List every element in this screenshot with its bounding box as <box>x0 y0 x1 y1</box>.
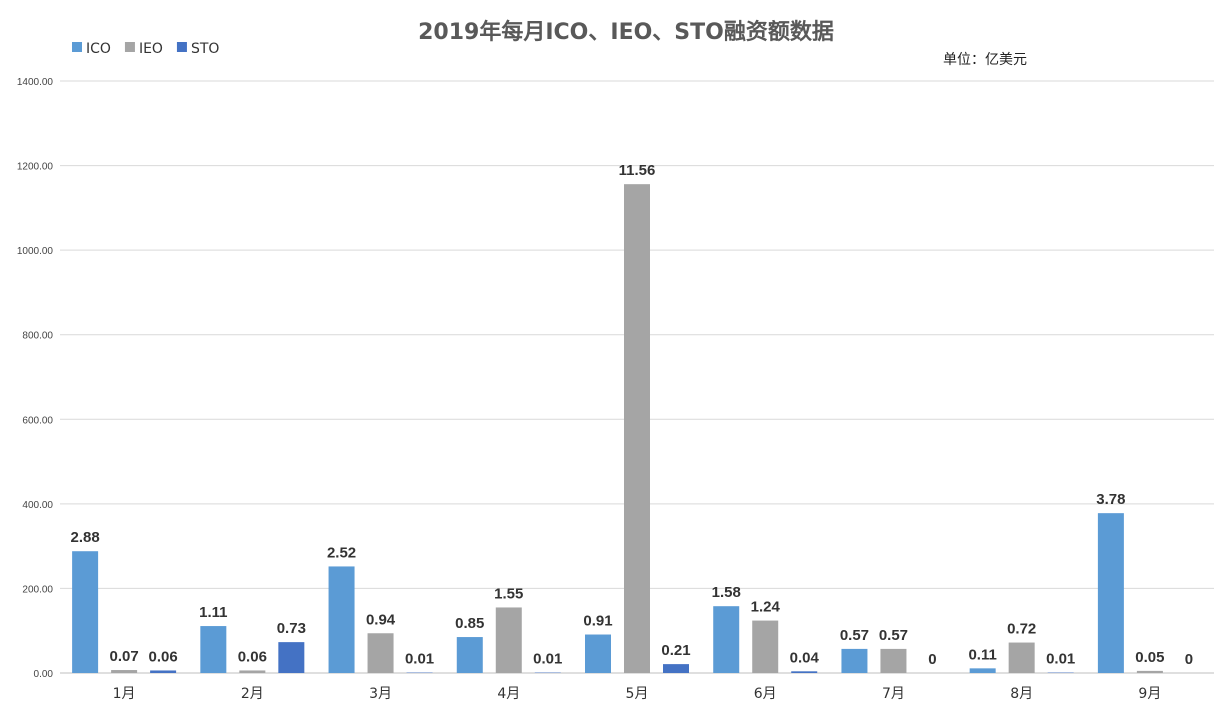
y-tick-label: 400.00 <box>22 500 53 511</box>
y-tick-label: 600.00 <box>22 415 53 426</box>
data-label: 0.85 <box>455 615 484 632</box>
data-label: 0.72 <box>1007 621 1036 638</box>
bar-ieo <box>495 607 522 673</box>
data-label: 2.52 <box>327 544 356 561</box>
x-tick-label: 4月 <box>497 686 520 702</box>
legend-label: ICO <box>86 41 111 57</box>
legend-swatch <box>176 42 187 52</box>
data-label: 0 <box>1185 651 1193 668</box>
bar-ieo <box>367 633 394 673</box>
data-label: 1.55 <box>494 585 523 602</box>
data-label: 0.01 <box>405 651 434 668</box>
bar-sto <box>278 642 305 673</box>
y-tick-label: 200.00 <box>22 584 53 595</box>
data-label: 0.21 <box>661 642 690 659</box>
bar-sto <box>791 671 818 673</box>
data-label: 0.01 <box>533 651 562 668</box>
x-tick-label: 3月 <box>369 686 392 702</box>
data-label: 1.24 <box>751 599 781 616</box>
bar-ieo <box>880 648 907 673</box>
bar-ieo <box>1008 642 1035 673</box>
y-tick-label: 1400.00 <box>17 77 54 88</box>
data-label: 2.88 <box>71 529 100 546</box>
bar-ieo <box>1136 670 1163 673</box>
bar-ico <box>72 551 99 673</box>
bar-sto <box>663 664 689 673</box>
bar-ico <box>713 606 740 673</box>
x-tick-label: 6月 <box>754 686 777 702</box>
bar-ieo <box>752 620 779 673</box>
data-label: 11.56 <box>619 162 656 179</box>
x-axis-ticks: 1月 2月 3月 4月 5月 6月 7月 8月 9月 <box>113 686 1162 702</box>
y-tick-label: 1000.00 <box>17 246 54 257</box>
data-label: 0.57 <box>879 627 908 644</box>
chart-title: 2019年每月ICO、IEO、STO融资额数据 <box>418 19 834 45</box>
bar-ico <box>456 637 483 673</box>
x-tick-label: 7月 <box>882 686 905 702</box>
data-label: 0.57 <box>840 627 869 644</box>
data-label: 0.91 <box>583 613 612 630</box>
bar-ieo <box>111 670 138 673</box>
bar-ico <box>841 648 868 673</box>
legend-swatch <box>72 42 82 52</box>
legend-swatch <box>124 42 135 52</box>
legend: ICO IEO STO <box>72 41 219 57</box>
data-label: 0.11 <box>968 646 996 663</box>
x-tick-label: 1月 <box>113 686 136 702</box>
bar-ico <box>1097 513 1124 673</box>
data-label: 0.06 <box>238 648 267 665</box>
bar-ico <box>585 634 611 673</box>
bar-ico <box>328 566 355 673</box>
y-axis-ticks: 0.00 200.00 400.00 600.00 800.00 1000.00 1200.… <box>17 77 54 680</box>
data-label: 0.05 <box>1135 649 1164 666</box>
data-label: 0.04 <box>790 649 820 666</box>
y-tick-label: 800.00 <box>22 331 53 342</box>
bars <box>72 184 1163 674</box>
data-label: 1.58 <box>712 584 741 601</box>
y-tick-label: 1200.00 <box>17 162 54 173</box>
data-label: 0.01 <box>1046 651 1075 668</box>
x-tick-label: 8月 <box>1010 686 1033 702</box>
data-label: 3.78 <box>1096 491 1125 508</box>
legend-label: STO <box>191 41 219 57</box>
data-label: 0 <box>928 651 936 668</box>
data-label: 0.06 <box>149 648 178 665</box>
data-label: 0.94 <box>366 611 396 628</box>
bar-ico <box>969 668 996 673</box>
data-label: 1.11 <box>199 604 227 621</box>
bar-ieo <box>624 184 650 674</box>
bar-ico <box>200 626 227 673</box>
data-labels: 2.88 0.07 0.06 1.11 0.06 0.73 2.52 0.94 0.01 0.85… <box>71 162 1194 668</box>
y-tick-label: 0.00 <box>34 669 54 680</box>
x-tick-label: 5月 <box>626 686 649 702</box>
legend-label: IEO <box>139 41 163 57</box>
data-label: 0.73 <box>277 620 306 637</box>
data-label: 0.07 <box>110 648 139 665</box>
x-tick-label: 2月 <box>241 686 264 702</box>
bar-sto <box>150 670 177 673</box>
x-tick-label: 9月 <box>1138 686 1161 702</box>
unit-label: 单位：亿美元 <box>943 52 1027 68</box>
bar-ieo <box>239 670 266 673</box>
